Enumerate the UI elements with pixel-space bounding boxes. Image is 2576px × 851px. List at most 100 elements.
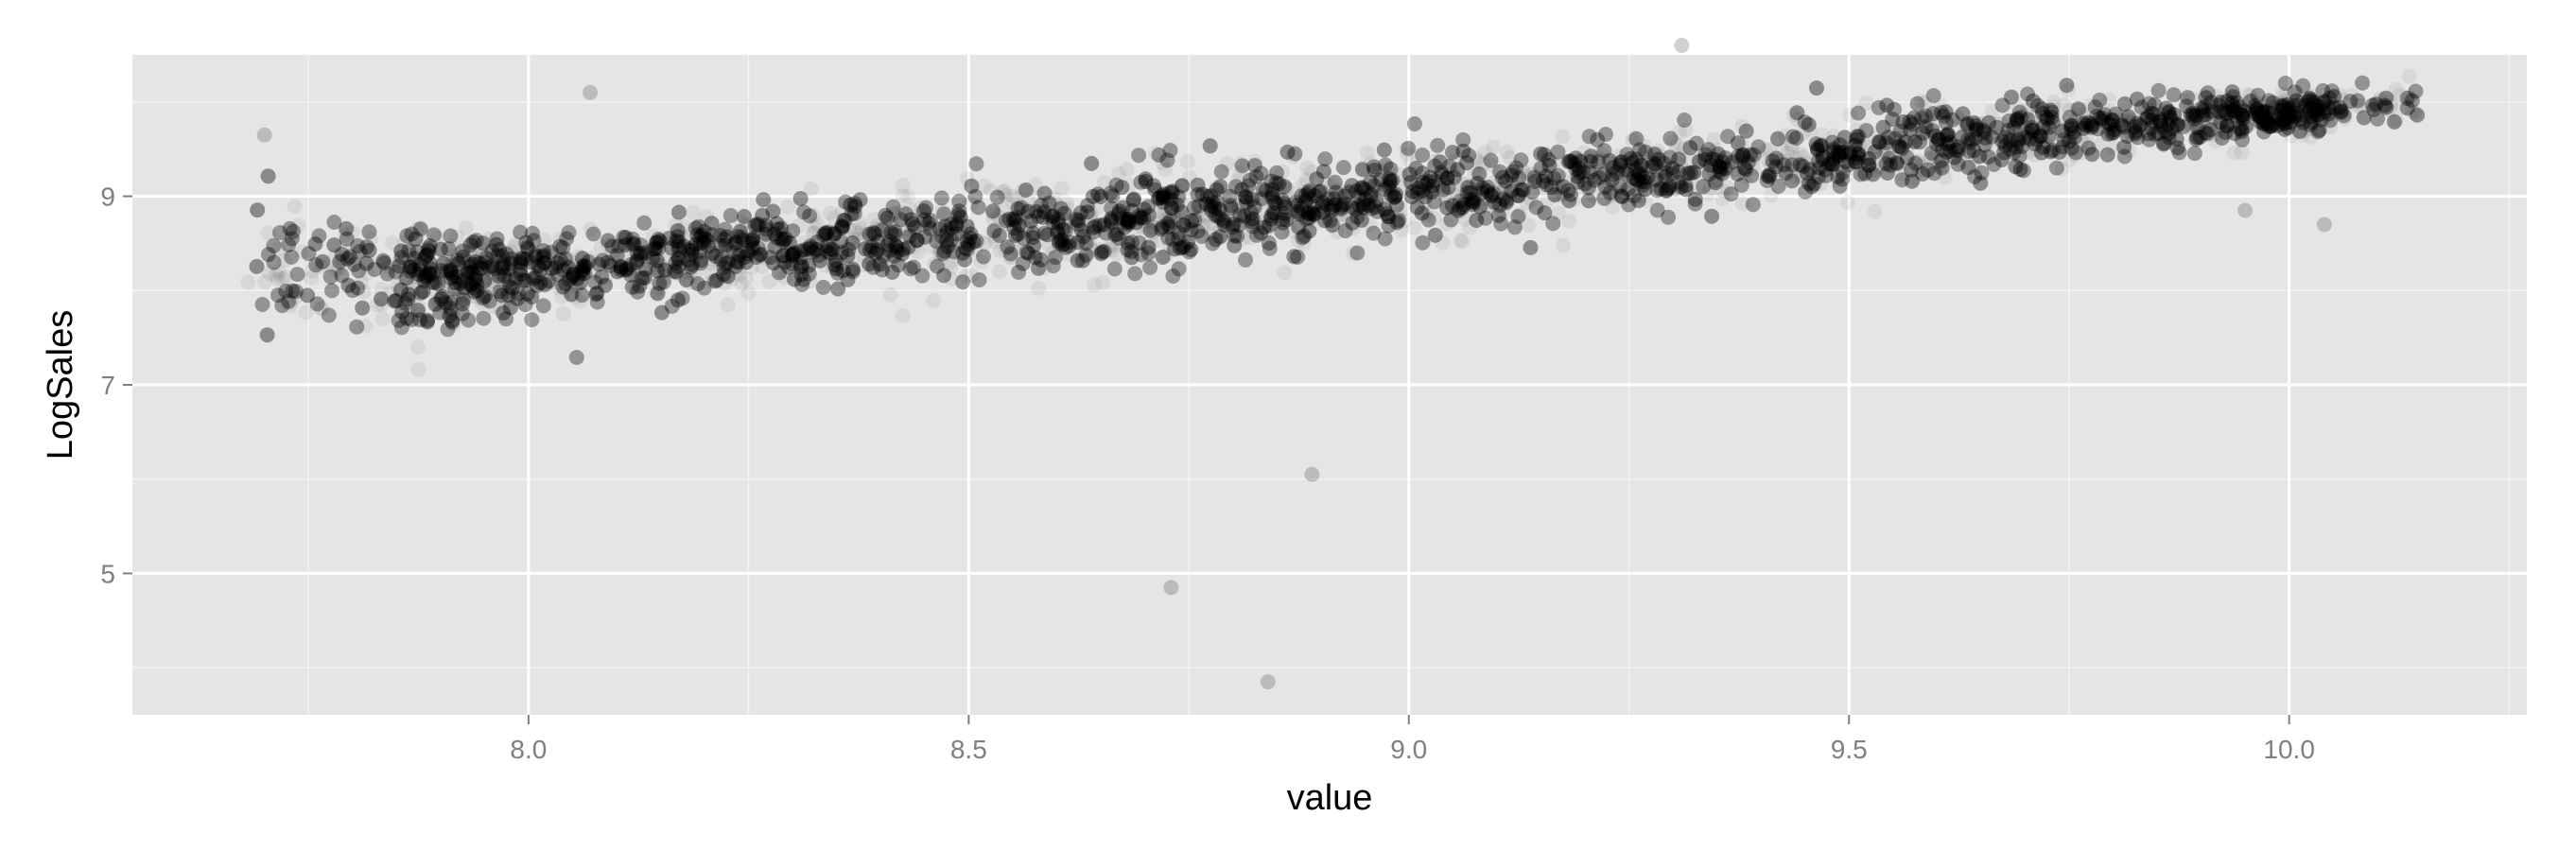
data-point: [1493, 170, 1509, 186]
data-point: [380, 259, 396, 275]
data-point: [2005, 137, 2021, 153]
data-point: [1360, 145, 1375, 161]
data-point: [1878, 143, 1893, 158]
data-point: [1923, 130, 1940, 147]
data-point: [1296, 184, 1312, 200]
data-point: [1412, 186, 1428, 202]
data-point: [947, 237, 963, 253]
data-point: [313, 258, 329, 274]
data-point: [776, 269, 792, 286]
data-point: [1329, 224, 1345, 240]
data-point: [2382, 94, 2398, 110]
data-point: [449, 229, 465, 245]
data-point: [410, 361, 426, 377]
data-point: [1673, 177, 1689, 193]
data-point: [268, 267, 284, 283]
data-point: [1793, 167, 1809, 183]
data-point: [1259, 222, 1275, 238]
data-point: [1495, 186, 1511, 201]
data-point: [477, 242, 493, 258]
data-point: [1651, 148, 1667, 163]
data-point: [1323, 202, 1339, 218]
data-point: [2016, 120, 2032, 135]
data-point: [2188, 114, 2204, 130]
data-point: [650, 252, 666, 269]
data-point: [621, 260, 637, 276]
data-point: [413, 267, 429, 283]
data-point: [2019, 102, 2035, 118]
data-point: [1795, 148, 1811, 165]
data-point: [711, 254, 727, 270]
data-point: [2062, 152, 2078, 167]
data-point: [432, 290, 448, 306]
data-point: [1168, 182, 1184, 198]
data-point: [555, 305, 571, 321]
data-point: [2337, 105, 2353, 121]
data-point: [2031, 129, 2047, 145]
data-point: [1772, 153, 1788, 168]
data-point: [2144, 118, 2159, 134]
data-point: [1649, 170, 1665, 186]
data-point: [2277, 88, 2293, 104]
data-point: [885, 252, 901, 269]
data-point: [603, 245, 619, 261]
data-point: [420, 265, 436, 281]
data-point: [888, 217, 904, 233]
data-point: [1598, 191, 1613, 207]
data-point: [357, 318, 374, 334]
data-point: [1243, 230, 1259, 246]
data-point: [2067, 147, 2083, 163]
data-point: [1784, 136, 1800, 152]
data-point: [902, 237, 918, 253]
data-point: [1698, 152, 1714, 168]
data-point: [805, 225, 821, 241]
data-point: [2184, 122, 2200, 137]
data-point: [665, 243, 681, 259]
data-point: [2222, 105, 2238, 121]
data-point: [1031, 280, 1046, 296]
data-point: [629, 280, 645, 296]
data-point: [1933, 98, 1949, 114]
data-point: [1471, 185, 1488, 201]
data-point: [1406, 219, 1422, 235]
data-point: [1593, 146, 1610, 162]
data-point: [2056, 96, 2072, 113]
data-point: [1720, 158, 1736, 174]
data-point: [411, 306, 427, 322]
data-point: [884, 226, 900, 242]
data-point: [1535, 173, 1550, 189]
data-point: [1189, 211, 1205, 227]
data-point: [992, 264, 1007, 280]
data-point: [677, 218, 693, 234]
data-point: [2036, 113, 2052, 130]
data-point: [618, 262, 635, 278]
data-point: [1071, 213, 1088, 229]
data-point: [894, 203, 910, 219]
data-point: [739, 217, 755, 233]
data-point: [2208, 133, 2223, 149]
data-point: [1988, 116, 2004, 132]
data-point: [964, 268, 980, 283]
data-point: [1848, 155, 1864, 171]
data-point: [1499, 144, 1515, 160]
data-point: [240, 274, 256, 290]
data-point: [1848, 122, 1864, 138]
data-point: [1673, 158, 1689, 173]
data-point: [998, 242, 1014, 257]
data-point: [2265, 99, 2281, 115]
data-point: [1023, 213, 1039, 229]
data-point: [456, 252, 471, 268]
data-point: [2255, 109, 2271, 125]
data-point: [1555, 129, 1571, 145]
data-point: [2323, 119, 2338, 135]
data-point: [1162, 237, 1178, 253]
data-point: [900, 188, 916, 204]
data-point: [1095, 274, 1111, 290]
data-point: [1877, 138, 1892, 153]
data-point: [2216, 107, 2232, 122]
data-point: [531, 258, 547, 274]
data-point: [2274, 95, 2290, 111]
data-point: [2020, 144, 2036, 160]
data-point: [1677, 140, 1692, 156]
data-point: [2078, 136, 2094, 152]
